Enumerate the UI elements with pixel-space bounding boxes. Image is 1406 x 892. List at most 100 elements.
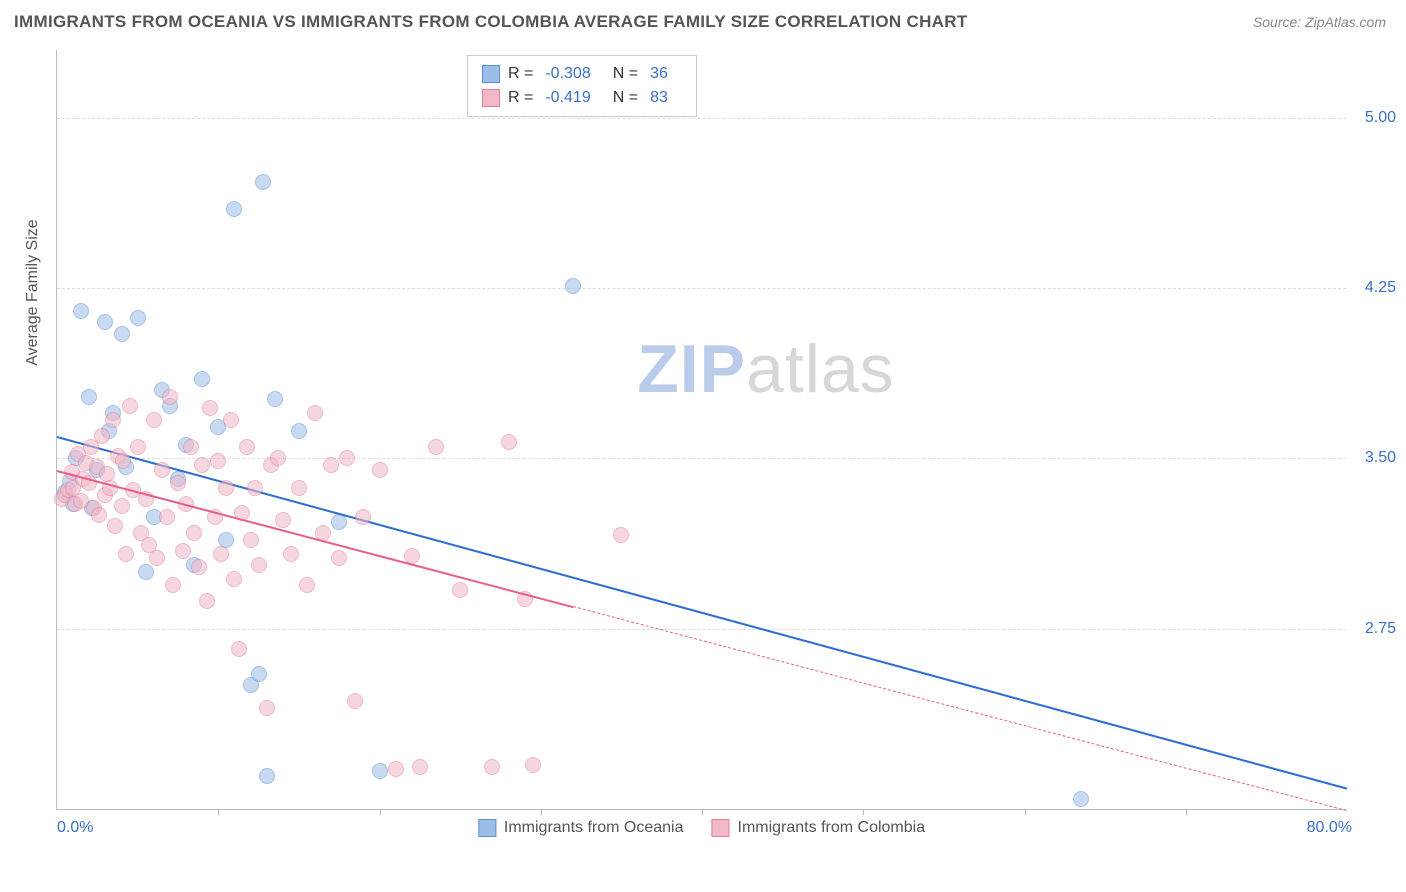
data-point-colombia <box>213 546 229 562</box>
r-label: R = <box>508 62 533 86</box>
n-label: N = <box>613 86 638 110</box>
x-tick <box>380 809 381 815</box>
x-tick <box>863 809 864 815</box>
data-point-oceania <box>194 371 210 387</box>
data-point-colombia <box>107 518 123 534</box>
data-point-colombia <box>114 498 130 514</box>
data-point-oceania <box>251 666 267 682</box>
data-point-colombia <box>186 525 202 541</box>
data-point-colombia <box>210 453 226 469</box>
data-point-colombia <box>347 693 363 709</box>
data-point-colombia <box>484 759 500 775</box>
data-point-colombia <box>194 457 210 473</box>
data-point-colombia <box>299 577 315 593</box>
legend-stat-row: R =-0.419N =83 <box>482 86 682 110</box>
legend-swatch <box>482 65 500 83</box>
data-point-colombia <box>452 582 468 598</box>
n-value: 36 <box>650 62 668 86</box>
data-point-oceania <box>255 174 271 190</box>
chart-title: IMMIGRANTS FROM OCEANIA VS IMMIGRANTS FR… <box>14 12 968 32</box>
data-point-colombia <box>202 400 218 416</box>
data-point-colombia <box>388 761 404 777</box>
legend-item: Immigrants from Oceania <box>478 819 684 837</box>
data-point-colombia <box>191 559 207 575</box>
gridline-h <box>57 629 1346 630</box>
data-point-colombia <box>259 700 275 716</box>
data-point-oceania <box>1073 791 1089 807</box>
data-point-oceania <box>226 201 242 217</box>
x-tick <box>702 809 703 815</box>
y-axis-title: Average Family Size <box>24 219 42 365</box>
data-point-colombia <box>149 550 165 566</box>
data-point-colombia <box>118 546 134 562</box>
data-point-colombia <box>428 439 444 455</box>
gridline-h <box>57 118 1346 119</box>
data-point-colombia <box>323 457 339 473</box>
data-point-colombia <box>130 439 146 455</box>
data-point-colombia <box>251 557 267 573</box>
data-point-colombia <box>159 509 175 525</box>
data-point-oceania <box>130 310 146 326</box>
data-point-colombia <box>247 480 263 496</box>
data-point-oceania <box>97 314 113 330</box>
legend-swatch <box>712 819 730 837</box>
x-axis-max-label: 80.0% <box>1307 819 1352 837</box>
data-point-colombia <box>239 439 255 455</box>
trendline <box>573 606 1347 811</box>
legend-stat-row: R = -0.308 N = 36 <box>482 62 682 86</box>
n-value: 83 <box>650 86 668 110</box>
data-point-colombia <box>115 453 131 469</box>
gridline-h <box>57 288 1346 289</box>
data-point-colombia <box>412 759 428 775</box>
x-tick <box>1025 809 1026 815</box>
data-point-oceania <box>267 391 283 407</box>
data-point-oceania <box>259 768 275 784</box>
n-label: N = <box>613 62 638 86</box>
data-point-colombia <box>199 593 215 609</box>
data-point-oceania <box>73 303 89 319</box>
data-point-colombia <box>243 532 259 548</box>
data-point-colombia <box>165 577 181 593</box>
data-point-colombia <box>94 428 110 444</box>
data-point-colombia <box>355 509 371 525</box>
data-point-colombia <box>613 527 629 543</box>
data-point-colombia <box>175 543 191 559</box>
data-point-colombia <box>275 512 291 528</box>
legend-stats: R =-0.308N =36R =-0.419N =83 <box>467 55 697 117</box>
data-point-colombia <box>183 439 199 455</box>
y-tick-label: 5.00 <box>1365 109 1396 127</box>
chart-container: Average Family Size 0.0% 80.0% ZIPatlas … <box>14 44 1392 844</box>
legend-label: Immigrants from Colombia <box>738 819 926 837</box>
data-point-colombia <box>501 434 517 450</box>
data-point-colombia <box>339 450 355 466</box>
data-point-colombia <box>307 405 323 421</box>
source-label: Source: ZipAtlas.com <box>1253 14 1386 30</box>
data-point-oceania <box>138 564 154 580</box>
y-tick-label: 2.75 <box>1365 620 1396 638</box>
data-point-oceania <box>565 278 581 294</box>
data-point-colombia <box>226 571 242 587</box>
x-axis-min-label: 0.0% <box>57 819 93 837</box>
data-point-colombia <box>283 546 299 562</box>
data-point-oceania <box>114 326 130 342</box>
x-tick <box>1186 809 1187 815</box>
y-tick-label: 4.25 <box>1365 279 1396 297</box>
x-tick <box>541 809 542 815</box>
watermark: ZIPatlas <box>637 330 894 408</box>
data-point-colombia <box>372 462 388 478</box>
data-point-colombia <box>122 398 138 414</box>
gridline-h <box>57 458 1346 459</box>
r-value: -0.308 <box>545 62 590 86</box>
data-point-oceania <box>372 763 388 779</box>
legend-swatch <box>478 819 496 837</box>
data-point-oceania <box>81 389 97 405</box>
data-point-colombia <box>525 757 541 773</box>
x-tick <box>218 809 219 815</box>
r-label: R = <box>508 86 533 110</box>
plot-area: Average Family Size 0.0% 80.0% ZIPatlas … <box>56 50 1346 810</box>
data-point-colombia <box>170 475 186 491</box>
legend-series: Immigrants from Oceania Immigrants from C… <box>478 819 925 837</box>
data-point-colombia <box>231 641 247 657</box>
data-point-colombia <box>154 462 170 478</box>
data-point-colombia <box>331 550 347 566</box>
